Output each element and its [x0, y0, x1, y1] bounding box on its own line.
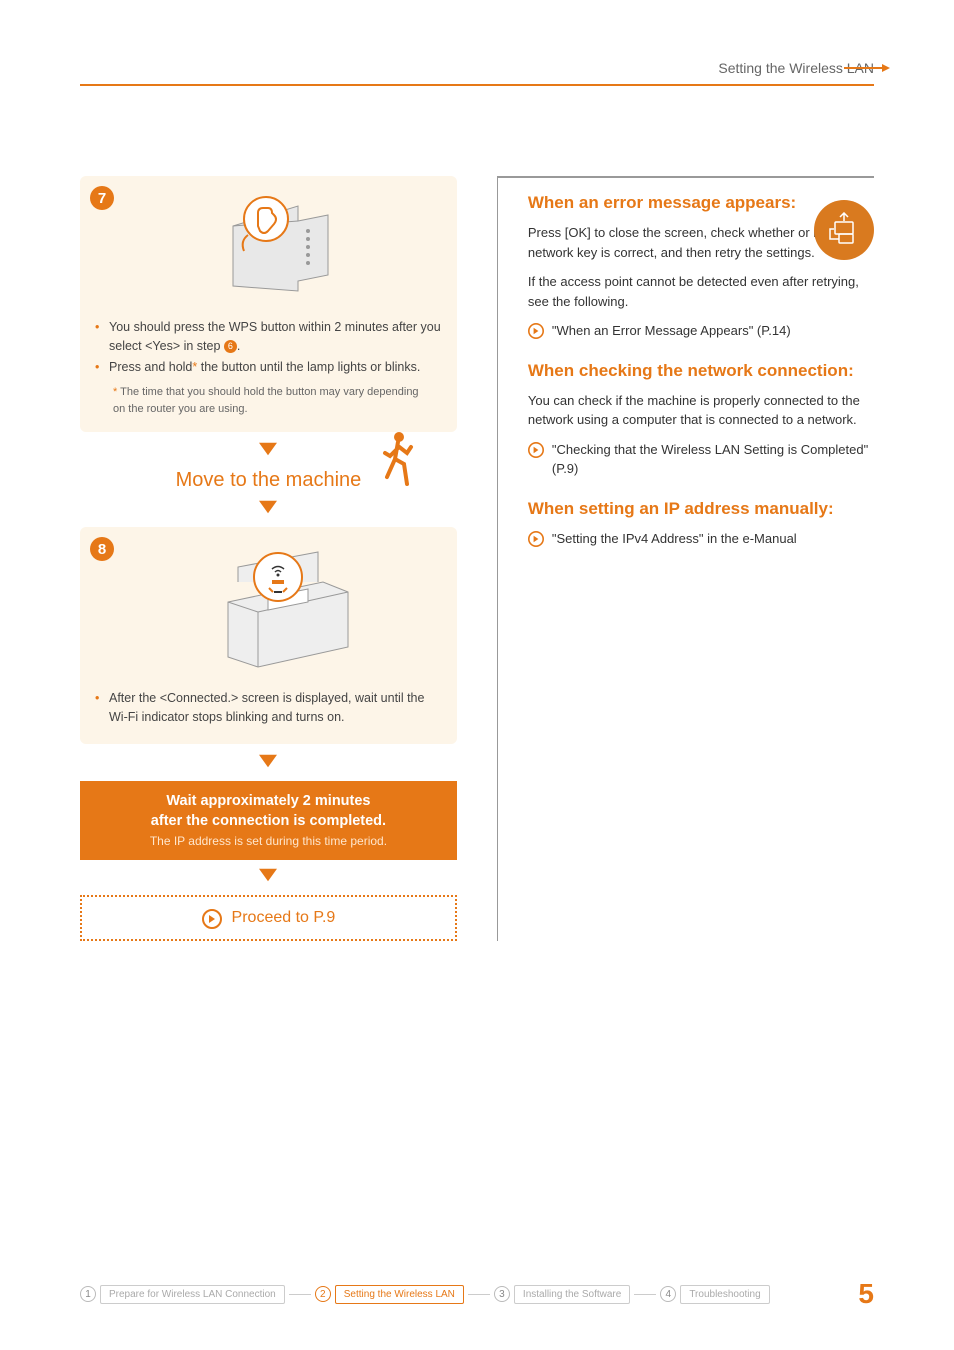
- nav-step-4[interactable]: 4 Troubleshooting: [660, 1285, 769, 1304]
- router-illustration: [95, 191, 442, 306]
- nav-step-2[interactable]: 2 Setting the Wireless LAN: [315, 1285, 464, 1304]
- arrow-down-icon: [80, 868, 457, 887]
- step-8-box: 8: [80, 527, 457, 744]
- step-ref-6-icon: 6: [224, 340, 237, 353]
- step7-footnote: * The time that you should hold the butt…: [95, 378, 442, 417]
- check-conn-para: You can check if the machine is properly…: [528, 391, 874, 430]
- step8-bullet-1: After the <Connected.> screen is display…: [95, 689, 442, 727]
- footer: 1 Prepare for Wireless LAN Connection 2 …: [80, 1278, 874, 1310]
- arrow-down-icon: [80, 500, 457, 519]
- step7-bullet-1: You should press the WPS button within 2…: [95, 318, 442, 356]
- printer-illustration: [95, 542, 442, 677]
- check-conn-xref[interactable]: "Checking that the Wireless LAN Setting …: [528, 440, 874, 479]
- header: Setting the Wireless LAN: [80, 60, 874, 76]
- step7-bullet-2: Press and hold* the button until the lam…: [95, 358, 442, 377]
- arrow-down-icon: [80, 754, 457, 773]
- proceed-link[interactable]: Proceed to P.9: [80, 895, 457, 941]
- check-conn-heading: When checking the network connection:: [528, 361, 874, 381]
- ip-manual-heading: When setting an IP address manually:: [528, 499, 874, 519]
- nav-connector: [634, 1294, 656, 1295]
- arrow-circle-right-icon: [528, 323, 544, 339]
- nav-connector: [468, 1294, 490, 1295]
- step-7-box: 7 You should press the WPS button wit: [80, 176, 457, 432]
- wait-notice: Wait approximately 2 minutes after the c…: [80, 781, 457, 860]
- step-7-number: 7: [90, 186, 114, 210]
- step-nav: 1 Prepare for Wireless LAN Connection 2 …: [80, 1285, 838, 1304]
- nav-connector: [289, 1294, 311, 1295]
- nav-step-3[interactable]: 3 Installing the Software: [494, 1285, 630, 1304]
- header-arrow-icon: [844, 67, 884, 69]
- page-number: 5: [858, 1278, 874, 1310]
- nav-step-1[interactable]: 1 Prepare for Wireless LAN Connection: [80, 1285, 285, 1304]
- arrow-circle-right-icon: [528, 442, 544, 458]
- wireless-printer-badge-icon: [814, 200, 874, 260]
- error-xref[interactable]: "When an Error Message Appears" (P.14): [528, 321, 874, 341]
- error-para-2: If the access point cannot be detected e…: [528, 272, 874, 311]
- arrow-circle-right-icon: [202, 909, 222, 929]
- arrow-circle-right-icon: [528, 531, 544, 547]
- ip-manual-xref[interactable]: "Setting the IPv4 Address" in the e-Manu…: [528, 529, 874, 549]
- walking-person-icon: [377, 429, 417, 495]
- move-to-machine-label: Move to the machine: [80, 469, 457, 492]
- left-column: 7 You should press the WPS button wit: [80, 176, 457, 941]
- right-column: When an error message appears: Press [OK…: [497, 176, 874, 941]
- header-rule: [80, 84, 874, 86]
